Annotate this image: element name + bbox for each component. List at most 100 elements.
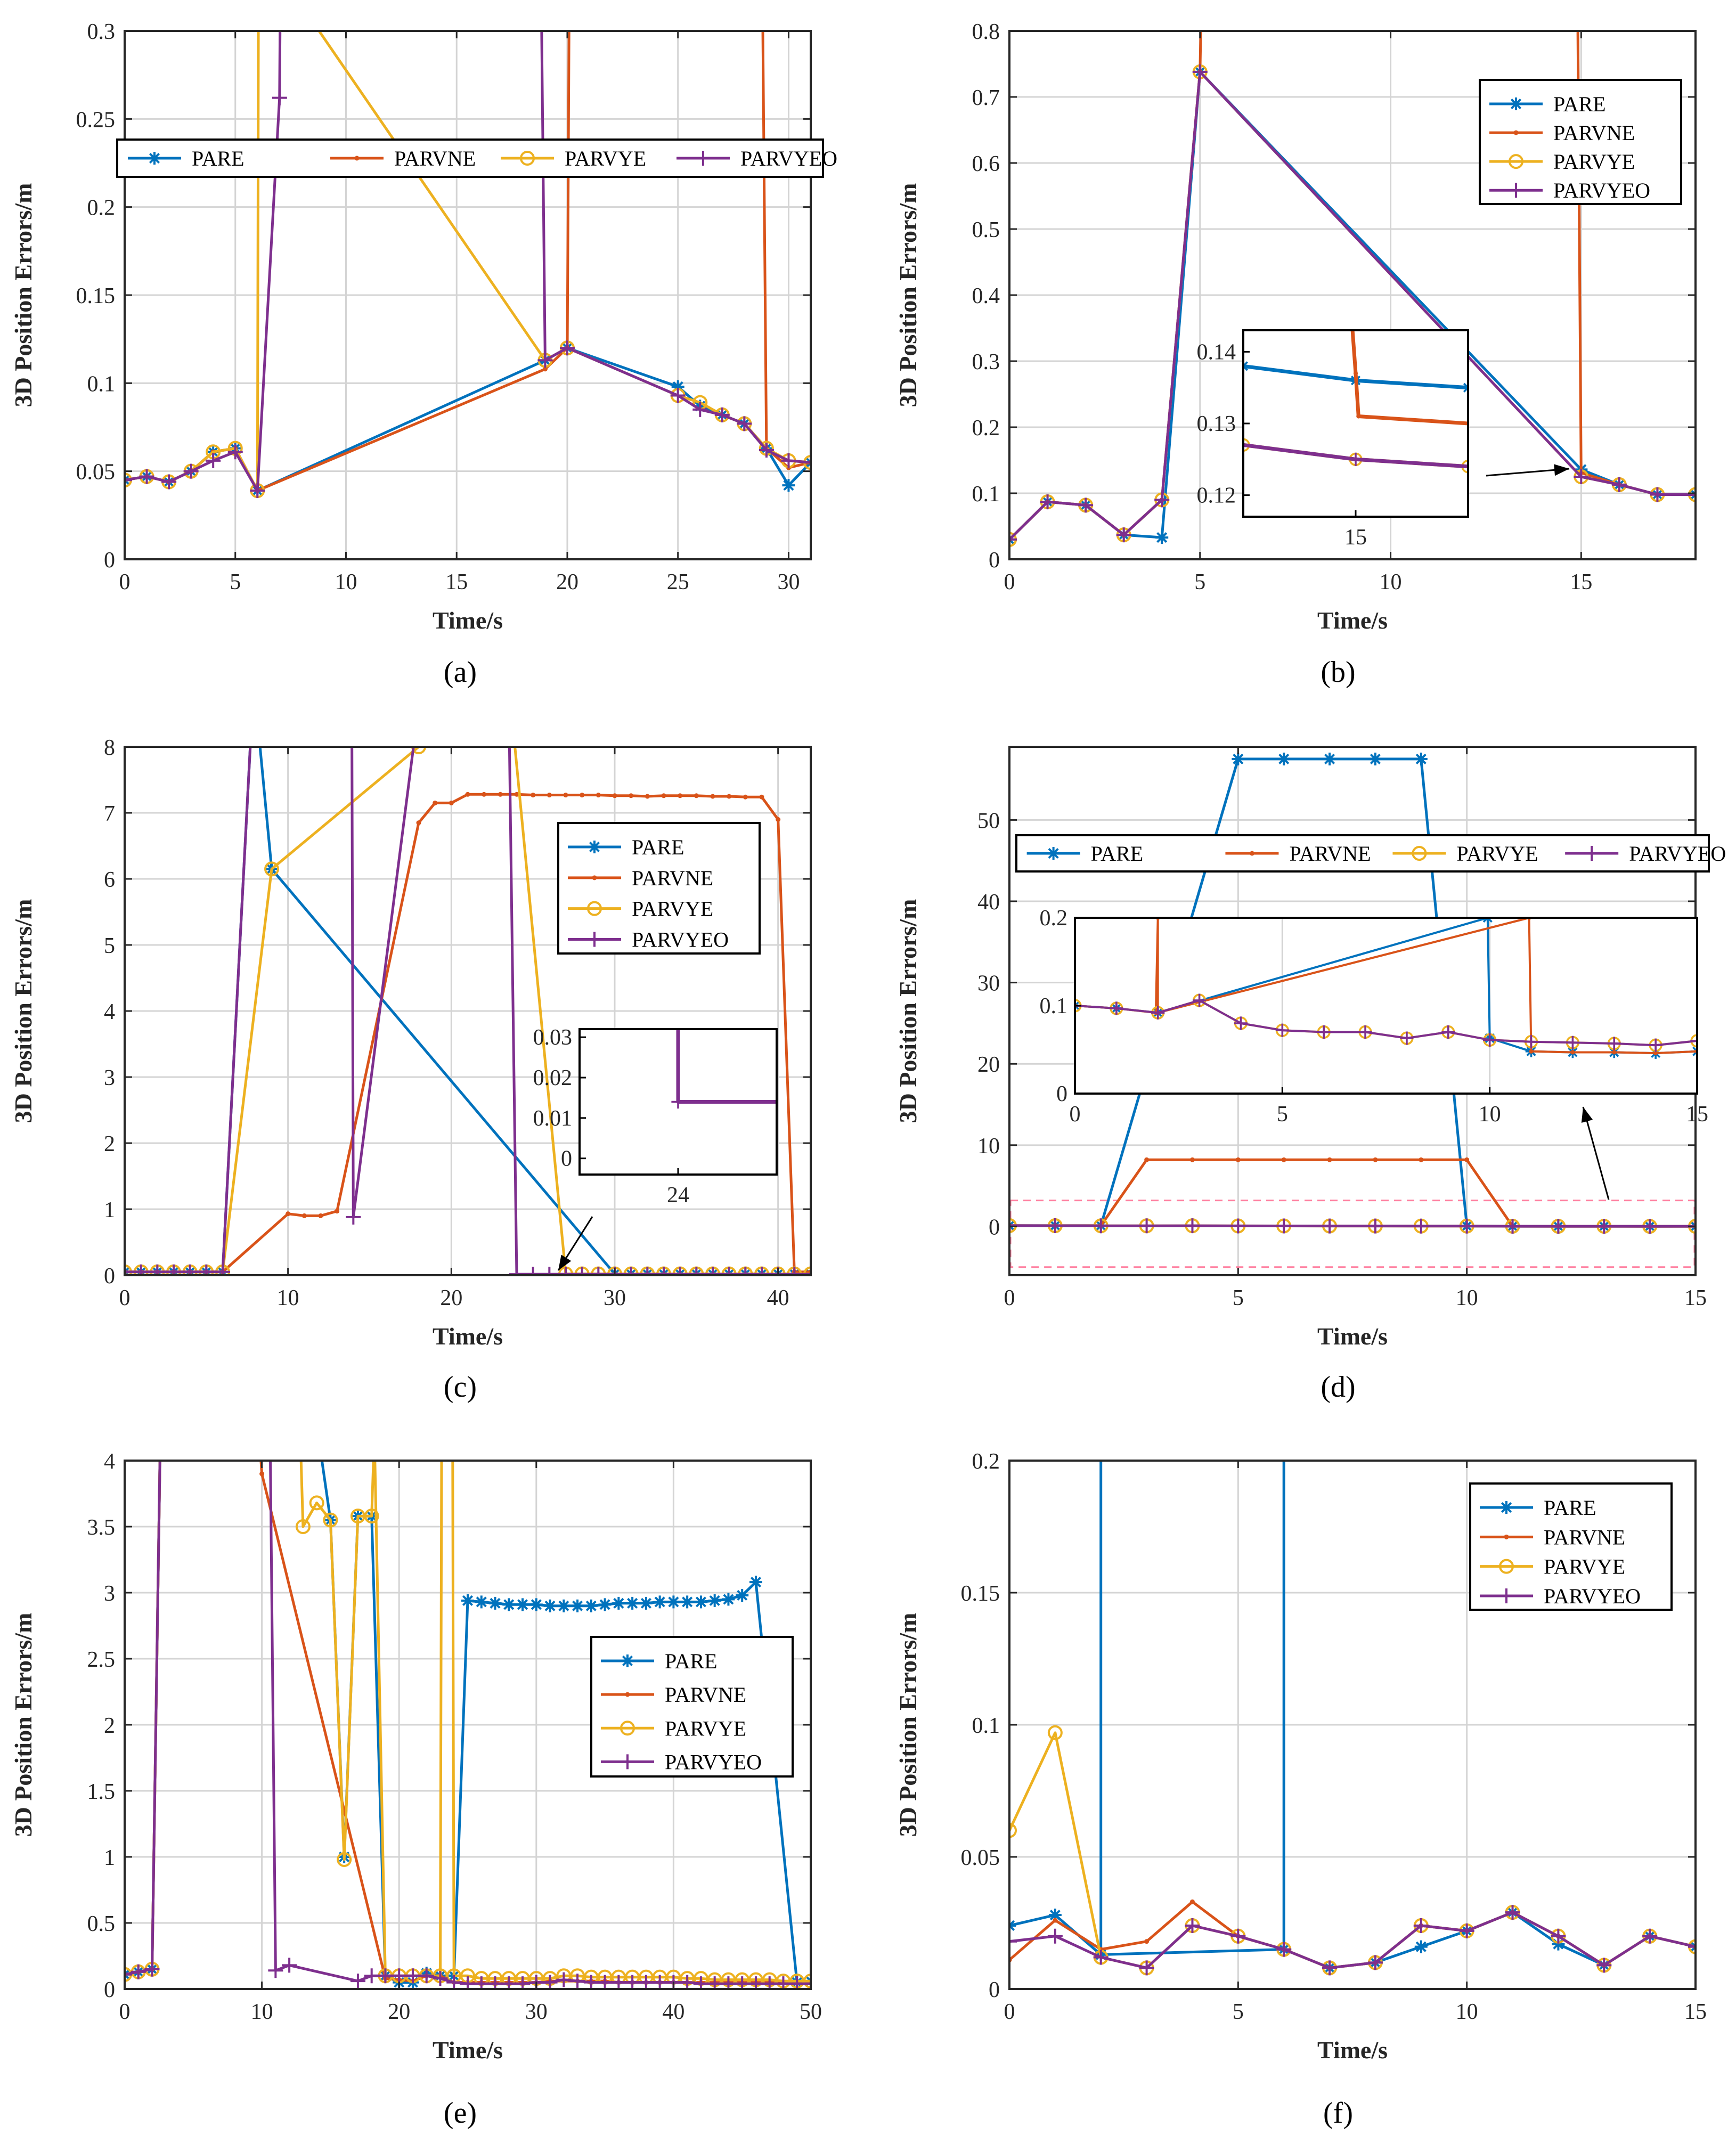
legend-marker-pare	[588, 841, 601, 853]
point-parvyeo	[1317, 1025, 1331, 1039]
point-parvyeo	[501, 673, 516, 688]
ytick-label: 1	[104, 1846, 115, 1870]
point-parvne	[580, 793, 585, 798]
point-parvyeo	[250, 483, 265, 499]
point-parvne	[1144, 1939, 1150, 1944]
point-parvyeo	[537, 353, 553, 368]
legend-marker-pare	[1500, 1501, 1513, 1514]
point-parvyeo	[542, 1975, 558, 1989]
ytick-label: 2	[104, 1714, 115, 1738]
inset-xtick-label: 5	[1277, 1102, 1288, 1127]
point-parvyeo	[1367, 1955, 1383, 1970]
inset-ytick-label: 0.12	[1197, 484, 1236, 508]
point-parvye	[1009, 1823, 1017, 1838]
legend-marker-parvne	[1249, 851, 1254, 856]
xtick-label: 5	[1233, 1286, 1244, 1310]
point-pare	[782, 479, 795, 492]
point-parvye	[337, 1852, 352, 1867]
point-parvyeo	[1688, 487, 1696, 502]
ytick-label: 0.05	[961, 1846, 1000, 1870]
point-parvyeo	[268, 1963, 283, 1978]
ytick-label: 6	[104, 868, 115, 892]
point-parvne	[465, 792, 470, 797]
series-parvyeo-a	[125, 31, 811, 499]
x-axis-label: Time/s	[1317, 1323, 1388, 1350]
point-pare	[667, 1595, 680, 1609]
ytick-label: 0.2	[972, 1449, 1000, 1474]
point-pare	[1048, 1909, 1062, 1922]
xtick-label: 30	[604, 1286, 626, 1310]
legend-marker-parvne	[354, 156, 360, 161]
inset-ytick-label: 0.02	[533, 1066, 573, 1090]
point-parvyeo	[344, 673, 359, 688]
legend-label-pare: PARE	[192, 146, 244, 170]
ytick-label: 3	[104, 1582, 115, 1606]
point-parvne	[158, 1432, 162, 1437]
legend-label-pare: PARE	[665, 1649, 718, 1673]
point-parvyeo	[1459, 1923, 1474, 1938]
point-parvyeo	[1040, 494, 1055, 510]
ytick-label: 2	[104, 1132, 115, 1156]
point-parvne	[612, 793, 617, 798]
point-parvyeo	[680, 1975, 695, 1989]
x-axis-label: Time/s	[433, 1323, 503, 1350]
legend-label-parvye: PARVYE	[1544, 1555, 1625, 1579]
legend-label-parvyeo: PARVYEO	[1553, 178, 1650, 202]
point-parvne	[1053, 1918, 1058, 1923]
legend-marker-parvye	[1412, 846, 1427, 861]
point-parvyeo	[272, 90, 287, 105]
point-parvyeo	[227, 444, 243, 460]
point-parvne	[743, 794, 748, 800]
series-parvyeo-inset	[1243, 438, 1468, 474]
point-parvyeo	[139, 469, 154, 484]
point-parvyeo	[1154, 492, 1170, 508]
point-parvne	[1653, 1051, 1658, 1056]
point-parvyeo	[759, 442, 774, 458]
ytick-label: 30	[977, 972, 1000, 996]
x-axis-label: Time/s	[433, 2036, 503, 2064]
point-parvne	[449, 800, 454, 805]
legend-marker-parvyeo	[1499, 1588, 1514, 1603]
ytick-label: 50	[977, 809, 1000, 833]
point-parvyeo	[1009, 1934, 1017, 1949]
y-axis-label: 3D Position Errors/m	[10, 899, 37, 1123]
xtick-label: 5	[1233, 2000, 1244, 2024]
point-parvyeo	[419, 1968, 434, 1984]
point-parvyeo	[1690, 1034, 1697, 1048]
y-axis-label: 3D Position Errors/m	[894, 1613, 922, 1837]
point-parvne	[1464, 1157, 1470, 1162]
xtick-label: 15	[1684, 2000, 1707, 2024]
legend-marker-parvye	[520, 151, 535, 166]
ytick-label: 0.05	[76, 460, 116, 485]
point-parvne	[531, 793, 536, 798]
ytick-label: 4	[104, 1449, 115, 1474]
series-parvyeo-inset	[671, 1029, 777, 1109]
legend-marker-parvyeo	[587, 932, 602, 947]
legend-label-pare: PARE	[632, 835, 684, 859]
xtick-label: 30	[777, 570, 800, 594]
point-parvyeo	[1642, 1928, 1658, 1944]
point-parvyeo	[1139, 1960, 1154, 1976]
point-parvne	[257, 1432, 262, 1437]
point-parvne	[335, 1209, 340, 1214]
point-parvyeo	[597, 1975, 613, 1989]
point-pare	[1095, 1322, 1107, 1335]
point-parvyeo	[714, 407, 730, 422]
legend: PARE PARVNE PARVYE PARVYEO	[1469, 1482, 1673, 1611]
legend-marker-parvye	[587, 901, 602, 916]
point-parvyeo	[1688, 1939, 1696, 1954]
point-parvyeo	[133, 1264, 149, 1275]
legend-marker-parvye	[1499, 1559, 1514, 1574]
point-parvyeo	[625, 1975, 640, 1989]
point-parvne	[629, 793, 634, 798]
point-parvyeo	[1009, 532, 1017, 547]
xtick-label: 20	[440, 1286, 462, 1310]
point-parvyeo	[1185, 1218, 1200, 1234]
point-pare	[154, 1428, 167, 1440]
ytick-label: 0.5	[87, 1912, 116, 1936]
point-parvyeo	[131, 1964, 146, 1979]
point-parvyeo	[1551, 1219, 1566, 1234]
legend-label-parvye: PARVYE	[1553, 150, 1635, 174]
point-parvyeo	[1276, 1218, 1292, 1234]
point-parvyeo	[1349, 452, 1363, 466]
